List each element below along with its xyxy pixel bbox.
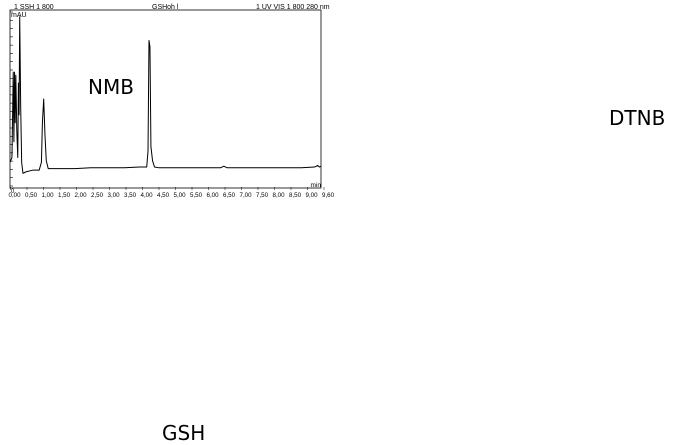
x-tick-label: 0,00 xyxy=(9,192,22,199)
x-tick-label: 7,50 xyxy=(256,192,269,199)
x-tick-label: 1,00 xyxy=(42,192,55,199)
annotation-gsh: GSH xyxy=(162,421,206,445)
header-fragment-1: GSHoh l xyxy=(152,4,179,11)
annotation-nmb: NMB xyxy=(88,75,134,99)
x-tick-label: 9,00 xyxy=(306,192,319,199)
x-tick-label: 8,00 xyxy=(273,192,286,199)
x-tick-label: 7,00 xyxy=(240,192,253,199)
plot-frame xyxy=(9,9,322,189)
header-fragments: 1 SSH 1 800 GSHoh l 1 UV VIS 1 800 280 nm xyxy=(14,4,330,11)
x-tick-label: 8,50 xyxy=(289,192,302,199)
x-tick-label: 6,50 xyxy=(223,192,236,199)
x-tick-label: 4,50 xyxy=(157,192,170,199)
y-axis-ticks xyxy=(10,11,13,187)
y-zero-label: 0 xyxy=(11,189,15,195)
x-tick-label: 2,00 xyxy=(75,192,88,199)
x-axis-tick-labels: 0,00 0,50 1,00 1,50 2,00 2,50 3,00 3,50 4,00 4,50… xyxy=(9,187,335,199)
x-tick-label: 5,50 xyxy=(190,192,203,199)
series-line-0 xyxy=(9,16,322,174)
x-tick-label: 5,00 xyxy=(174,192,187,199)
header-fragment-2: 1 UV VIS 1 800 280 nm xyxy=(256,4,330,11)
x-tick-label: 2,50 xyxy=(91,192,104,199)
x-tick-label: 3,50 xyxy=(124,192,137,199)
x-tick-label: 0,50 xyxy=(25,192,38,199)
series-group xyxy=(9,16,322,174)
annotation-dtnb: DTNB xyxy=(609,106,666,130)
x-tick-label: 6,00 xyxy=(207,192,220,199)
x-tick-label: 9,60 xyxy=(322,192,335,199)
x-unit-label: min xyxy=(311,182,322,189)
y-unit-label: mAU xyxy=(11,12,27,19)
x-tick-label: 3,00 xyxy=(108,192,121,199)
x-tick-label: 1,50 xyxy=(58,192,71,199)
x-tick-label: 4,00 xyxy=(141,192,154,199)
header-fragment-0: 1 SSH 1 800 xyxy=(14,4,54,11)
